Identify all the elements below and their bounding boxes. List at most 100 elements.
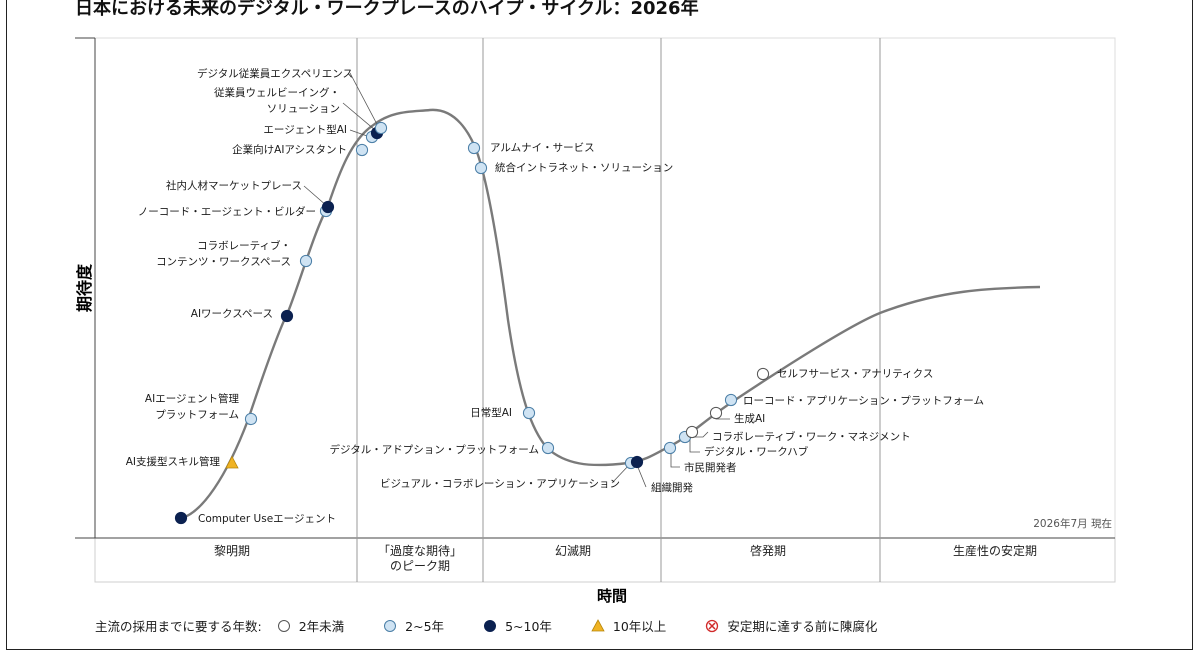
technology-label: 社内人材マーケットプレース [166, 179, 302, 192]
technology-label: デジタル・ワークハブ [704, 445, 809, 458]
technology-item: 企業向けAIアシスタント [232, 143, 369, 157]
white-circle-icon [277, 619, 290, 632]
technology-label: AIワークスペース [191, 308, 273, 320]
technology-label: コラボレーティブ・ [197, 239, 291, 252]
technology-item: ノーコード・エージェント・ビルダー [138, 204, 333, 218]
phase-label-trough: 幻滅期 [555, 544, 591, 558]
technology-label: 企業向けAIアシスタント [232, 143, 347, 156]
legend-title: 主流の採用までに要する年数: [95, 619, 262, 634]
technology-marker [299, 254, 313, 268]
phase-label-peak: 「過度な期待」 [378, 543, 462, 558]
light-blue-circle-icon [384, 619, 397, 632]
technology-label: AIエージェント管理 [145, 392, 240, 405]
technology-label: コラボレーティブ・ワーク・マネジメント [712, 430, 911, 443]
technology-marker [630, 455, 644, 469]
leader-line [349, 72, 380, 129]
phase-label-peak-line2: のピーク期 [390, 559, 450, 573]
as-of-note: 2026年7月 現在 [1033, 517, 1112, 530]
technology-label: AI支援型スキル管理 [126, 455, 221, 468]
technology-item: ビジュアル・コラボレーション・アプリケーション [380, 456, 638, 490]
x-axis-label: 時間 [597, 587, 627, 605]
leader-line [636, 464, 647, 488]
leader-line [342, 102, 376, 131]
technology-label: 統合イントラネット・ソリューション [495, 161, 673, 174]
legend-label: 2年未満 [298, 619, 345, 634]
technology-label: 市民開発者 [684, 461, 737, 474]
gold-triangle-icon [591, 618, 605, 631]
technology-label: ローコード・アプリケーション・プラットフォーム [743, 395, 984, 407]
technology-label: デジタル・アドプション・プラットフォーム [330, 443, 539, 456]
technology-item: 日常型AI [470, 406, 536, 420]
technology-marker [467, 141, 481, 155]
technology-item: 統合イントラネット・ソリューション [474, 161, 673, 175]
technology-marker [685, 425, 699, 439]
legend-item-under-2-years: 2年未満 [276, 616, 344, 635]
technology-label: 従業員ウェルビーイング・ [214, 86, 340, 99]
technology-marker [174, 511, 188, 525]
legend-label: 2~5年 [405, 619, 445, 634]
legend-label: 10年以上 [612, 619, 667, 634]
technology-item: 市民開発者 [663, 441, 737, 474]
technology-marker [374, 121, 388, 135]
phase-band [94, 537, 1116, 583]
legend-label: 安定期に達する前に陳腐化 [727, 619, 878, 634]
technology-marker [321, 200, 335, 214]
technology-marker [280, 309, 294, 323]
technology-label-line2: プラットフォーム [155, 409, 239, 421]
technology-label-line2: コンテンツ・ワークスペース [156, 256, 291, 268]
technology-label-line2: ソリューション [267, 103, 340, 115]
phase-label-plateau: 生産性の安定期 [953, 543, 1037, 558]
technology-item: 社内人材マーケットプレース [166, 179, 335, 214]
technology-item: アルムナイ・サービス [467, 141, 595, 155]
technology-marker [756, 367, 770, 381]
navy-circle-icon [484, 619, 497, 632]
hype-cycle-chart: 期待度 時間 黎明期 「過度な期待」 のピーク期 幻滅期 啓発期 生産性の安定期… [75, 37, 1116, 605]
technology-item: AIワークスペース [191, 308, 294, 323]
legend-label: 5~10年 [505, 619, 552, 634]
technology-item: エージェント型AI [263, 123, 379, 144]
plot-area [75, 37, 1116, 583]
technology-item: デジタル従業員エクスペリエンス [197, 67, 388, 135]
technology-label: デジタル従業員エクスペリエンス [197, 67, 353, 80]
technology-marker [724, 393, 738, 407]
legend-item-2-5-years: 2~5年 [382, 616, 444, 635]
red-x-circle-icon [706, 619, 719, 632]
technology-item: セルフサービス・アナリティクス [756, 367, 933, 381]
technology-marker [225, 455, 239, 469]
chart-title: 日本における未来のデジタル・ワークプレースのハイプ・サイクル：2026年 [75, 0, 699, 19]
legend: 主流の採用までに要する年数: 2年未満 2~5年 5~10年 10年以上 安定期… [95, 616, 915, 635]
technology-label: セルフサービス・アナリティクス [777, 368, 933, 380]
technology-marker [474, 161, 488, 175]
plot-frame [94, 37, 1116, 539]
legend-item-over-10-years: 10年以上 [590, 616, 666, 635]
technology-label: Computer Useエージェント [198, 513, 336, 525]
technology-item: ローコード・アプリケーション・プラットフォーム [724, 393, 984, 407]
technology-label: 生成AI [734, 412, 765, 425]
leader-line [689, 438, 700, 453]
technology-marker [522, 406, 536, 420]
technology-label: 組織開発 [651, 481, 693, 494]
y-axis-label: 期待度 [75, 263, 94, 312]
technology-item: Computer Useエージェント [174, 511, 336, 525]
technology-item: コラボレーティブ・コンテンツ・ワークスペース [156, 239, 313, 268]
technology-marker [663, 441, 677, 455]
technology-label: ノーコード・エージェント・ビルダー [138, 205, 316, 218]
technology-item: 生成AI [709, 406, 765, 425]
technology-marker [709, 406, 723, 420]
technology-item: コラボレーティブ・ワーク・マネジメント [685, 425, 911, 443]
technology-marker [541, 441, 555, 455]
technology-label: ビジュアル・コラボレーション・アプリケーション [380, 478, 620, 490]
phase-label-slope: 啓発期 [750, 543, 786, 558]
technology-label: エージェント型AI [263, 123, 347, 136]
leader-line [670, 449, 680, 468]
technology-item: AI支援型スキル管理 [126, 455, 239, 469]
technology-item: デジタル・アドプション・プラットフォーム [330, 441, 555, 456]
legend-item-5-10-years: 5~10年 [482, 616, 552, 635]
technology-label: アルムナイ・サービス [490, 142, 595, 154]
technology-marker [244, 412, 258, 426]
technology-item: デジタル・ワークハブ [678, 430, 809, 458]
leader-line [303, 185, 328, 207]
technology-markers: Computer Useエージェント AI支援型スキル管理 AIエージェント管理プラ… [126, 67, 984, 525]
legend-item-obsolete: 安定期に達する前に陳腐化 [704, 616, 877, 635]
